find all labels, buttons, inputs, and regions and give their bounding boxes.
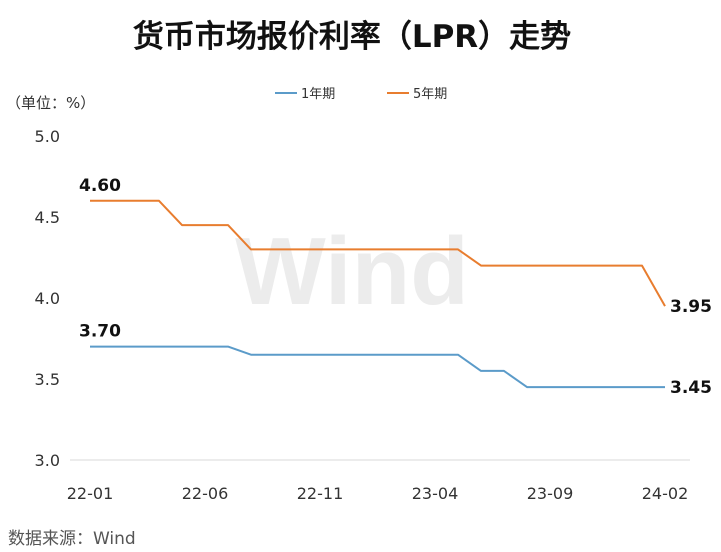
axes: 5.0 4.5 4.0 3.5 3.0 22-01 22-06 22-11 23-04 23-09… — [35, 127, 690, 503]
x-tick-label: 23-04 — [412, 484, 459, 503]
series-line-5y — [90, 199, 666, 307]
x-tick-label: 23-09 — [527, 484, 574, 503]
y-tick-label: 3.5 — [35, 370, 60, 389]
series-group — [90, 199, 666, 389]
unit-label: （单位：%） — [6, 94, 95, 112]
data-label: 3.95 — [670, 297, 712, 317]
legend-label: 1年期 — [301, 87, 335, 102]
legend: 1年期 5年期 — [275, 87, 447, 102]
x-tick-label: 22-11 — [297, 484, 344, 503]
y-tick-label: 4.5 — [35, 208, 60, 227]
data-label: 4.60 — [79, 176, 121, 196]
series-line-1y — [90, 345, 665, 389]
y-tick-label: 4.0 — [35, 289, 60, 308]
x-tick-label: 22-06 — [182, 484, 229, 503]
source-note: 数据来源：Wind — [8, 529, 136, 549]
data-label: 3.45 — [670, 378, 712, 398]
watermark-text: Wind — [235, 218, 469, 325]
x-tick-label: 22-01 — [67, 484, 114, 503]
y-tick-label: 3.0 — [35, 451, 60, 470]
legend-label: 5年期 — [413, 87, 447, 102]
chart-title: 货币市场报价利率（LPR）走势 — [133, 19, 571, 55]
y-tick-label: 5.0 — [35, 127, 60, 146]
data-label: 3.70 — [79, 322, 121, 342]
x-tick-label: 24-02 — [642, 484, 689, 503]
data-labels: 3.70 3.45 4.60 3.95 — [79, 176, 712, 398]
